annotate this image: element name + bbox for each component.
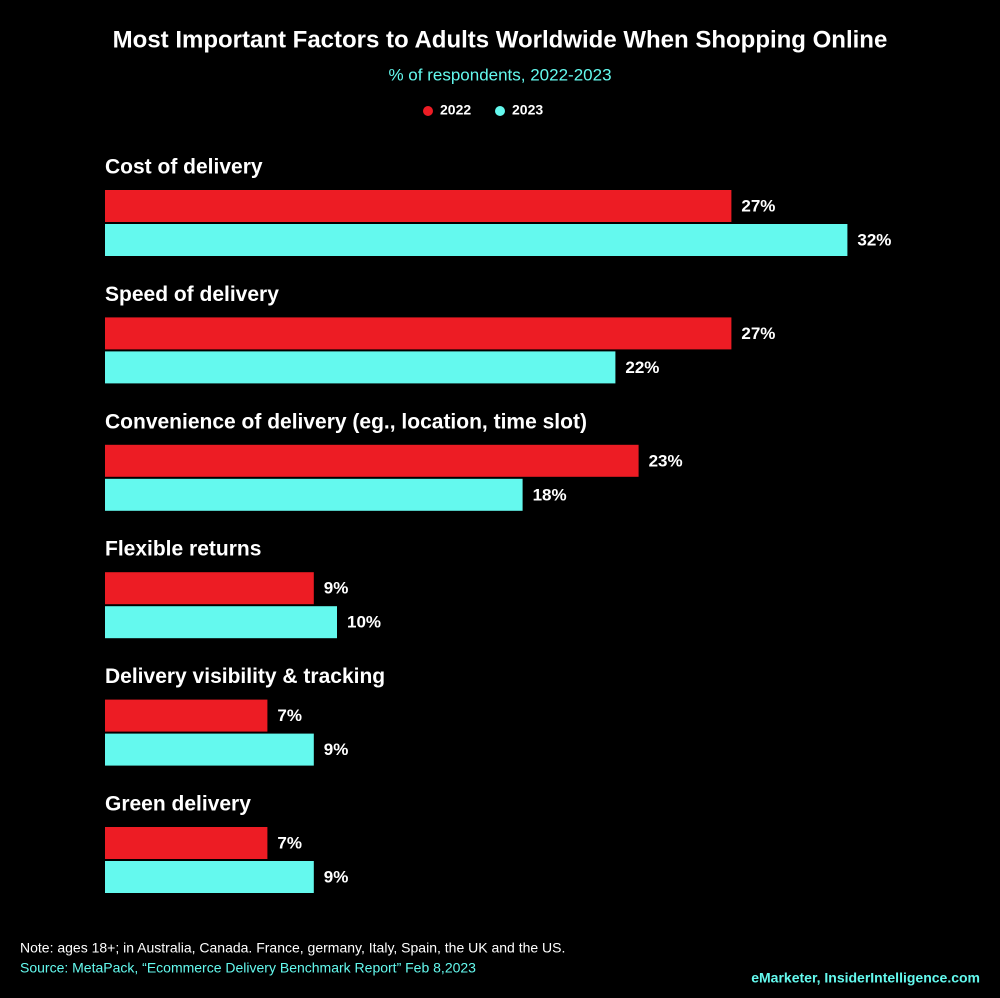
category-label: Delivery visibility & tracking — [105, 665, 385, 688]
category-label: Cost of delivery — [105, 156, 263, 179]
bar — [105, 733, 314, 766]
source: Source: MetaPack, “Ecommerce Delivery Be… — [20, 960, 476, 976]
bar — [105, 351, 616, 384]
category-label: Speed of delivery — [105, 283, 279, 306]
bar — [105, 478, 523, 511]
value-label: 7% — [277, 706, 302, 725]
value-label: 18% — [533, 485, 567, 504]
bar — [105, 827, 268, 859]
value-label: 27% — [741, 196, 775, 215]
bar — [105, 444, 639, 477]
chart-subtitle: % of respondents, 2022-2023 — [388, 65, 611, 84]
credit: eMarketer, InsiderIntelligence.com — [751, 970, 980, 986]
legend-marker — [423, 106, 433, 116]
category-label: Convenience of delivery (eg., location, … — [105, 410, 587, 433]
value-label: 9% — [324, 740, 349, 759]
legend-marker — [495, 106, 505, 116]
category-label: Flexible returns — [105, 538, 261, 561]
bar — [105, 190, 732, 222]
bar — [105, 699, 268, 732]
category-label: Green delivery — [105, 793, 251, 816]
bar — [105, 572, 314, 605]
bar — [105, 224, 848, 256]
bar — [105, 317, 732, 350]
value-label: 27% — [741, 324, 775, 343]
bar — [105, 606, 337, 639]
bar — [105, 861, 314, 893]
value-label: 9% — [324, 579, 349, 598]
chart-title: Most Important Factors to Adults Worldwi… — [113, 26, 888, 53]
note: Note: ages 18+; in Australia, Canada. Fr… — [20, 940, 565, 956]
value-label: 10% — [347, 613, 381, 632]
legend-label: 2022 — [440, 102, 471, 118]
legend-label: 2023 — [512, 102, 543, 118]
value-label: 7% — [277, 833, 302, 852]
value-label: 22% — [625, 358, 659, 377]
value-label: 9% — [324, 867, 349, 886]
value-label: 32% — [857, 230, 891, 249]
value-label: 23% — [649, 451, 683, 470]
